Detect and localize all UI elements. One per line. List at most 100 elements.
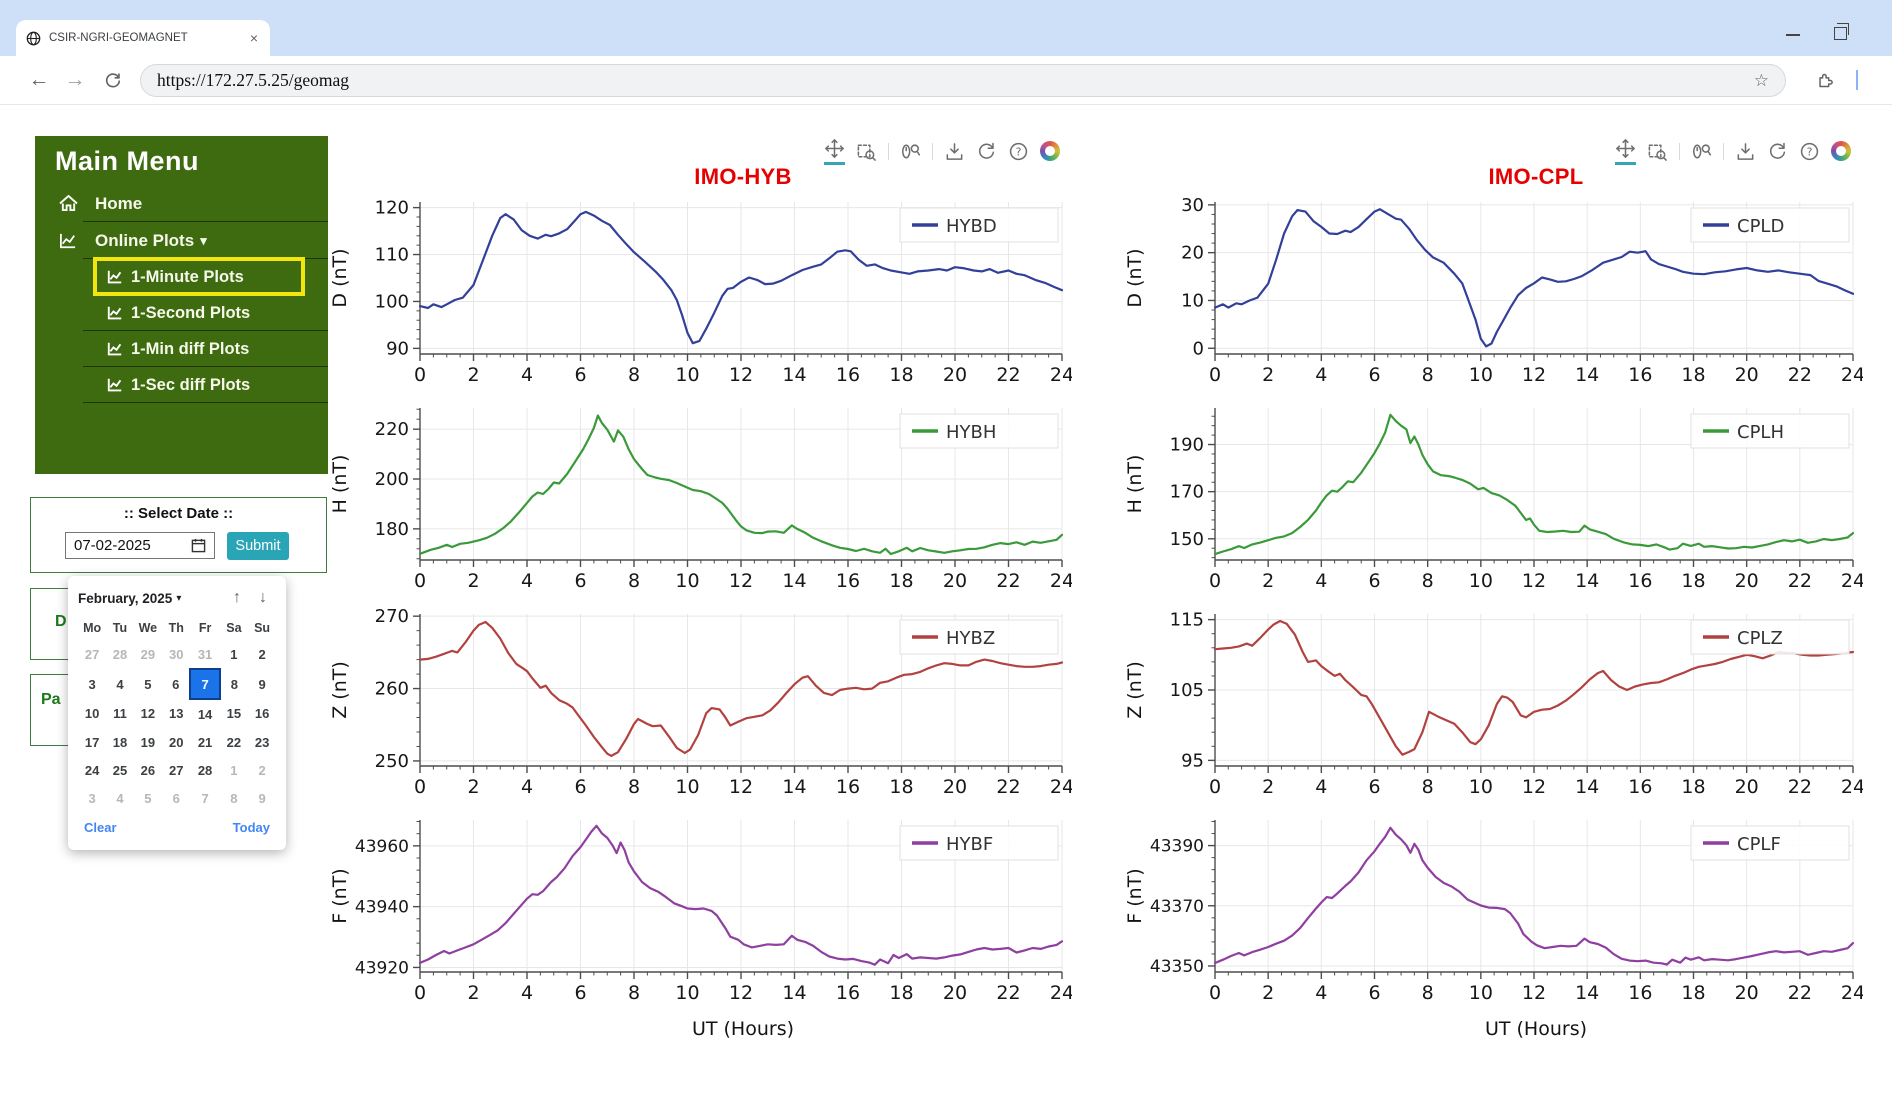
bokeh-logo[interactable] — [1831, 141, 1851, 161]
tab-close-icon[interactable]: × — [249, 30, 258, 46]
calendar-day[interactable]: 29 — [140, 647, 156, 662]
help-icon[interactable]: ? — [1008, 141, 1029, 162]
calendar-day[interactable]: 1 — [230, 647, 238, 662]
svg-text:16: 16 — [1628, 364, 1652, 386]
calendar-day[interactable]: 27 — [169, 762, 184, 778]
pan-icon[interactable] — [1615, 138, 1636, 165]
calendar-month-label[interactable]: February, 2025 — [78, 590, 173, 606]
svg-text:4: 4 — [521, 776, 533, 798]
sidebar-item-home[interactable]: Home — [35, 185, 328, 222]
calendar-day[interactable]: 28 — [197, 762, 213, 778]
reset-icon[interactable] — [976, 141, 997, 162]
calendar-day[interactable]: 13 — [169, 706, 184, 721]
wheel-zoom-icon[interactable] — [900, 141, 921, 162]
calendar-day[interactable]: 15 — [226, 706, 242, 721]
bookmark-star-icon[interactable]: ☆ — [1753, 70, 1769, 90]
svg-text:43940: 43940 — [355, 898, 409, 918]
calendar-day[interactable]: 20 — [169, 734, 184, 750]
calendar-day[interactable]: 4 — [116, 676, 124, 692]
wheel-zoom-icon[interactable] — [1691, 141, 1712, 162]
url-bar[interactable]: https://172.27.5.25/geomag ☆ — [140, 64, 1786, 97]
bokeh-logo[interactable] — [1040, 141, 1060, 161]
calendar-day[interactable]: 3 — [88, 790, 96, 806]
calendar-day[interactable]: 17 — [84, 734, 100, 750]
calendar-day[interactable]: 9 — [258, 676, 266, 692]
sidebar-item-1-minute-plots[interactable]: 1-Minute Plots — [35, 257, 328, 296]
svg-text:10: 10 — [1469, 982, 1493, 1004]
calendar-day[interactable]: 8 — [230, 790, 238, 806]
calendar-day[interactable]: 22 — [226, 734, 242, 750]
calendar-day[interactable]: 5 — [144, 790, 152, 806]
reload-icon[interactable] — [96, 56, 130, 104]
svg-text:150: 150 — [1170, 529, 1204, 550]
calendar-day[interactable]: 28 — [112, 647, 128, 662]
calendar-day[interactable]: 24 — [84, 762, 100, 778]
sidebar-item-online-plots[interactable]: Online Plots ▾ — [35, 222, 328, 259]
calendar-day[interactable]: 18 — [112, 734, 128, 750]
calendar-clear-link[interactable]: Clear — [84, 820, 117, 835]
submit-button[interactable]: Submit — [227, 532, 289, 560]
calendar-day[interactable]: 11 — [113, 706, 127, 721]
calendar-icon[interactable] — [191, 538, 206, 558]
calendar-day[interactable]: 12 — [140, 706, 156, 721]
calendar-day[interactable]: 1 — [230, 762, 238, 778]
svg-text:24: 24 — [1841, 982, 1863, 1004]
sidebar-item-1-second-plots[interactable]: 1-Second Plots — [35, 295, 328, 331]
svg-text:4: 4 — [521, 364, 533, 386]
calendar-day[interactable]: 9 — [258, 790, 266, 806]
main-menu-title: Main Menu — [55, 146, 199, 176]
calendar-day[interactable]: 5 — [144, 676, 152, 692]
help-icon[interactable]: ? — [1799, 141, 1820, 162]
calendar-today-link[interactable]: Today — [232, 820, 270, 835]
calendar-day[interactable]: 4 — [116, 790, 124, 806]
calendar-day[interactable]: 10 — [84, 706, 100, 721]
reset-icon[interactable] — [1767, 141, 1788, 162]
date-input[interactable] — [65, 532, 215, 559]
calendar-day[interactable]: 2 — [258, 762, 266, 778]
calendar-day[interactable]: 26 — [140, 762, 156, 778]
box-zoom-icon[interactable] — [856, 141, 877, 162]
calendar-day[interactable]: 19 — [140, 734, 156, 750]
forward-icon[interactable]: → — [64, 68, 86, 91]
window-minimize-icon[interactable] — [1786, 34, 1800, 36]
calendar-day[interactable]: 27 — [84, 647, 100, 662]
calendar-day[interactable]: 25 — [112, 762, 128, 778]
save-icon[interactable] — [1735, 141, 1756, 162]
calendar-prev-icon[interactable]: ↑ — [233, 589, 241, 606]
back-icon[interactable]: ← — [28, 68, 50, 91]
calendar-day[interactable]: 30 — [169, 647, 184, 662]
svg-text:12: 12 — [1522, 364, 1546, 386]
url-text[interactable]: https://172.27.5.25/geomag — [157, 70, 350, 90]
calendar-day[interactable]: 31 — [197, 646, 213, 662]
box-zoom-icon[interactable] — [1647, 141, 1668, 162]
svg-text:0: 0 — [1209, 982, 1221, 1004]
sidebar-item-1-sec-diff-plots[interactable]: 1-Sec diff Plots — [35, 367, 328, 403]
calendar-day[interactable]: 21 — [197, 734, 213, 750]
calendar-next-icon[interactable]: ↓ — [259, 589, 267, 606]
sidebar-item-1-min-diff-plots[interactable]: 1-Min diff Plots — [35, 331, 328, 367]
calendar-day[interactable]: 7 — [201, 790, 209, 806]
calendar-day[interactable]: 8 — [230, 676, 239, 692]
calendar-day[interactable]: 14 — [197, 706, 213, 722]
pan-icon[interactable] — [824, 138, 845, 165]
calendar-day[interactable]: 23 — [254, 734, 270, 750]
calendar-day[interactable]: 3 — [88, 676, 96, 692]
calendar-day-selected[interactable]: 7 — [189, 668, 221, 700]
svg-text:HYBF: HYBF — [946, 834, 993, 855]
extensions-puzzle-icon[interactable] — [1806, 56, 1840, 104]
browser-tab[interactable]: CSIR-NGRI-GEOMAGNET × — [16, 20, 270, 56]
calendar-day[interactable]: 6 — [172, 676, 180, 692]
save-icon[interactable] — [944, 141, 965, 162]
calendar-day[interactable]: 6 — [172, 790, 180, 806]
window-restore-icon[interactable] — [1834, 23, 1849, 40]
calendar-day[interactable]: 16 — [254, 706, 270, 721]
calendar-day[interactable]: 2 — [258, 647, 266, 662]
